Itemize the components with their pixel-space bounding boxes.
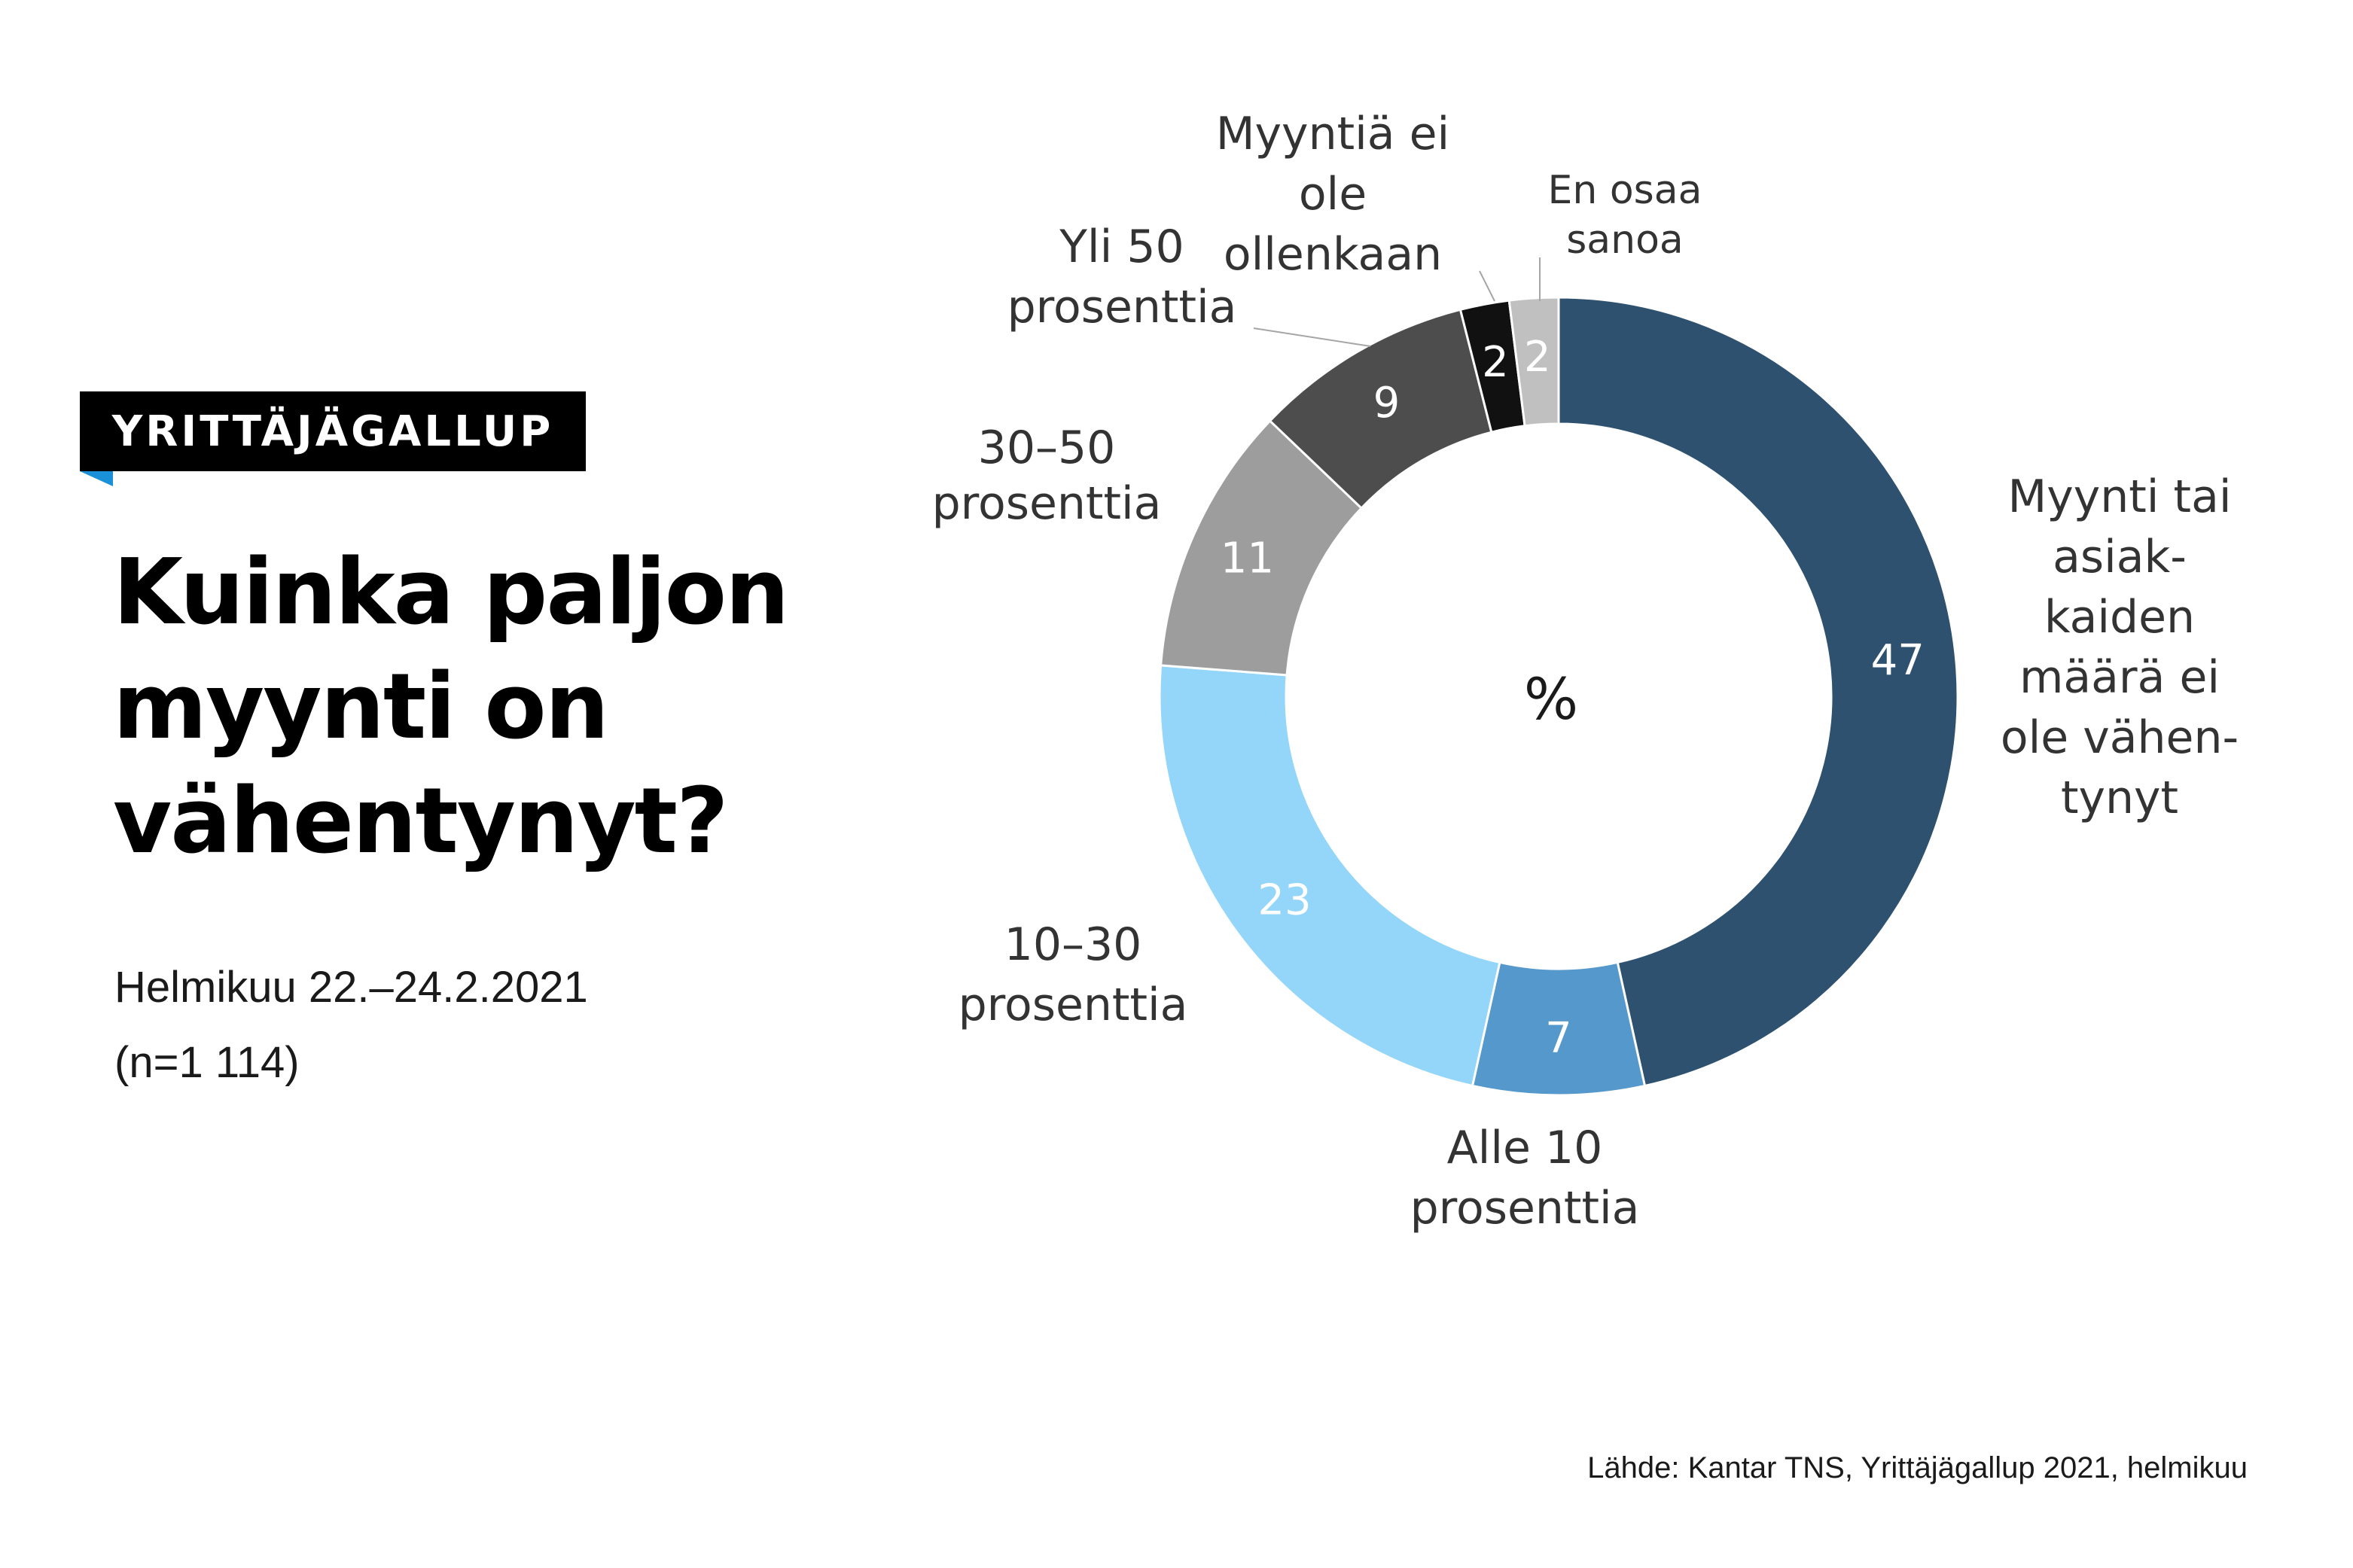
- title-line: vähentynyt?: [113, 769, 729, 874]
- center-percent-label: %: [1524, 665, 1578, 732]
- donut-slice: [1507, 296, 1560, 428]
- title-line: Kuinka paljon: [113, 540, 789, 645]
- gallup-badge: YRITTÄJÄGALLUP: [80, 391, 586, 471]
- page-title: Kuinka paljon myynti on vähentynyt?: [113, 536, 791, 879]
- slice-value-label: 47: [1871, 636, 1925, 685]
- slice-category-label: Myyntiä ei ole ollenkaan: [1216, 108, 1449, 281]
- slice-value-label: 7: [1545, 1014, 1572, 1063]
- badge-label: YRITTÄJÄGALLUP: [111, 406, 554, 456]
- donut-slice: [1557, 296, 1959, 1088]
- donut-slice: [1158, 664, 1501, 1088]
- leader-line: [1253, 327, 1371, 347]
- slice-value-label: 2: [1482, 338, 1509, 387]
- slice-value-label: 23: [1257, 876, 1311, 925]
- slice-category-label: Yli 50 prosenttia: [1007, 221, 1237, 333]
- slice-category-label: 30–50 prosenttia: [932, 422, 1162, 530]
- slice-category-label: Myynti tai asiak-kaiden määrä ei ole vähen-…: [2001, 470, 2239, 824]
- slice-value-label: 2: [1524, 333, 1551, 382]
- slice-value-label: 9: [1373, 379, 1401, 428]
- survey-info: Helmikuu 22.–24.2.2021 (n=1 114): [114, 950, 792, 1101]
- slice-category-label: En osaa sanoa: [1548, 168, 1702, 263]
- slice-category-label: 10–30 prosenttia: [959, 918, 1188, 1031]
- sample-size: (n=1 114): [114, 1038, 300, 1087]
- slice-category-label: Alle 10 prosenttia: [1410, 1122, 1640, 1235]
- slice-value-label: 11: [1221, 534, 1274, 583]
- leader-line: [1479, 270, 1495, 302]
- survey-date: Helmikuu 22.–24.2.2021: [114, 963, 588, 1012]
- source-note: Lähde: Kantar TNS, Yrittäjägallup 2021, …: [1587, 1451, 2248, 1484]
- title-line: myynti on: [113, 655, 609, 760]
- badge-accent-corner: [80, 471, 113, 486]
